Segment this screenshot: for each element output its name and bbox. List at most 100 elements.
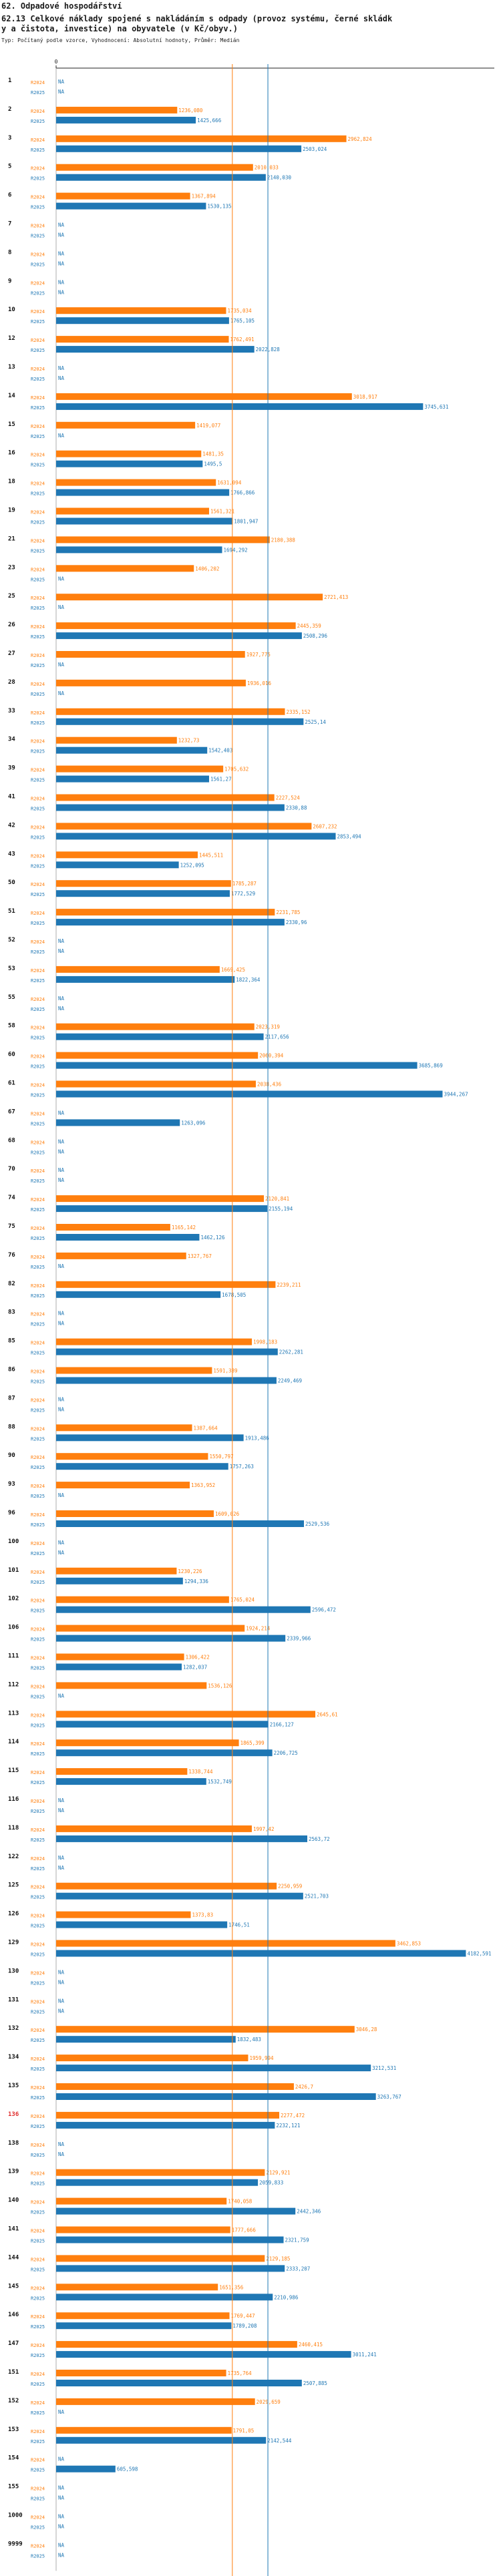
value-label-r2024: 2029,659 <box>257 2399 281 2405</box>
value-label-r2024: 1236,080 <box>178 108 203 114</box>
bar-r2024 <box>56 393 352 400</box>
row-id: 8 <box>8 249 11 256</box>
value-label-r2025: 2140,030 <box>267 175 292 181</box>
value-label-r2025: 2563,72 <box>309 1836 330 1842</box>
series-label-r2025: R2025 <box>31 1236 45 1241</box>
row-id: 147 <box>8 2340 19 2347</box>
series-label-r2025: R2025 <box>31 1036 45 1041</box>
series-label-r2024: R2024 <box>31 166 45 172</box>
bar-r2024 <box>56 1281 276 1288</box>
bar-r2025 <box>56 861 179 869</box>
series-label-r2024: R2024 <box>31 1570 45 1575</box>
value-label-r2024: 1927,775 <box>246 652 271 658</box>
series-label-r2025: R2025 <box>31 1379 45 1385</box>
bar-r2024 <box>56 1482 190 1489</box>
series-label-r2024: R2024 <box>31 224 45 229</box>
bar-r2024 <box>56 507 209 515</box>
value-label-r2024: 2426,7 <box>295 2084 313 2090</box>
value-label-r2025: 2525,14 <box>305 719 326 725</box>
value-label-r2024: 1536,126 <box>208 1683 232 1689</box>
bar-r2025 <box>56 1778 206 1785</box>
row-id: 25 <box>8 593 15 600</box>
value-label-r2024: NA <box>58 79 65 85</box>
row-id: 18 <box>8 479 15 485</box>
row-id: 39 <box>8 765 15 772</box>
value-label-r2024: 1998,183 <box>253 1339 277 1345</box>
series-label-r2024: R2024 <box>31 825 45 830</box>
value-label-r2024: 2645,61 <box>317 1711 338 1717</box>
value-label-r2024: NA <box>58 250 65 256</box>
value-label-r2025: NA <box>58 1550 65 1556</box>
series-label-r2024: R2024 <box>31 2343 45 2348</box>
series-label-r2024: R2024 <box>31 2429 45 2434</box>
bar-r2024 <box>56 1768 188 1775</box>
value-label-r2024: 1735,764 <box>228 2370 253 2376</box>
zero-tick-label: 0 <box>55 59 58 65</box>
series-label-r2025: R2025 <box>31 2553 45 2559</box>
series-label-r2025: R2025 <box>31 148 45 153</box>
row-id: 126 <box>8 1911 19 1918</box>
series-label-r2024: R2024 <box>31 1512 45 1518</box>
bar-r2025 <box>56 116 196 124</box>
series-label-r2024: R2024 <box>31 1168 45 1174</box>
bar-r2025 <box>56 1377 277 1384</box>
series-label-r2025: R2025 <box>31 634 45 640</box>
series-label-r2024: R2024 <box>31 1111 45 1116</box>
row-id: 33 <box>8 708 15 714</box>
series-label-r2024: R2024 <box>31 1598 45 1604</box>
value-label-r2025: 2596,472 <box>312 1607 336 1613</box>
value-label-r2024: NA <box>58 2514 65 2520</box>
series-label-r2024: R2024 <box>31 1369 45 1375</box>
value-label-r2025: 3685,869 <box>419 1063 443 1069</box>
value-label-r2024: 1338,744 <box>188 1769 213 1775</box>
value-label-r2024: 1481,35 <box>202 451 224 457</box>
value-label-r2024: NA <box>58 2485 65 2491</box>
row-id: 61 <box>8 1080 15 1087</box>
bar-r2025 <box>56 145 302 152</box>
row-id: 1 <box>8 77 11 84</box>
value-label-r2024: 1419,077 <box>196 423 220 429</box>
series-label-r2025: R2025 <box>31 2410 45 2416</box>
series-label-r2024: R2024 <box>31 2143 45 2148</box>
value-label-r2024: 1997,42 <box>253 1826 275 1832</box>
row-id: 93 <box>8 1481 15 1488</box>
bar-r2025 <box>56 833 336 840</box>
value-label-r2025: NA <box>58 1979 65 1985</box>
bar-r2025 <box>56 2322 232 2330</box>
bar-r2025 <box>56 2065 371 2072</box>
row-id: 5 <box>8 164 11 170</box>
bar-r2024 <box>56 2341 297 2348</box>
series-label-r2024: R2024 <box>31 2543 45 2549</box>
series-label-r2024: R2024 <box>31 1656 45 1661</box>
series-label-r2025: R2025 <box>31 692 45 697</box>
bar-r2024 <box>56 622 296 630</box>
series-label-r2024: R2024 <box>31 109 45 114</box>
value-label-r2025: 605,598 <box>117 2466 138 2473</box>
series-label-r2025: R2025 <box>31 778 45 783</box>
bar-r2025 <box>56 2436 267 2444</box>
series-label-r2025: R2025 <box>31 1980 45 1986</box>
value-label-r2025: 2321,759 <box>285 2237 309 2243</box>
value-label-r2025: 2142,544 <box>267 2438 292 2444</box>
bar-r2025 <box>56 317 229 325</box>
value-label-r2024: 3462,853 <box>397 1941 421 1947</box>
value-label-r2024: NA <box>58 1138 65 1144</box>
series-label-r2025: R2025 <box>31 1666 45 1671</box>
value-label-r2025: 1282,037 <box>183 1665 207 1671</box>
row-id: 83 <box>8 1309 15 1316</box>
series-label-r2025: R2025 <box>31 463 45 468</box>
value-label-r2025: NA <box>58 1148 65 1154</box>
series-label-r2025: R2025 <box>31 720 45 726</box>
value-label-r2024: 3018,917 <box>353 394 377 400</box>
series-label-r2025: R2025 <box>31 2296 45 2301</box>
series-label-r2024: R2024 <box>31 138 45 143</box>
bar-r2024 <box>56 479 216 486</box>
series-label-r2024: R2024 <box>31 624 45 630</box>
value-label-r2024: 1791,05 <box>233 2428 255 2434</box>
bar-r2024 <box>56 1682 207 1689</box>
value-label-r2024: 1165,142 <box>172 1225 196 1231</box>
series-label-r2024: R2024 <box>31 252 45 257</box>
value-label-r2024: 1865,399 <box>240 1740 265 1746</box>
series-label-r2024: R2024 <box>31 309 45 314</box>
row-id: 100 <box>8 1538 19 1545</box>
